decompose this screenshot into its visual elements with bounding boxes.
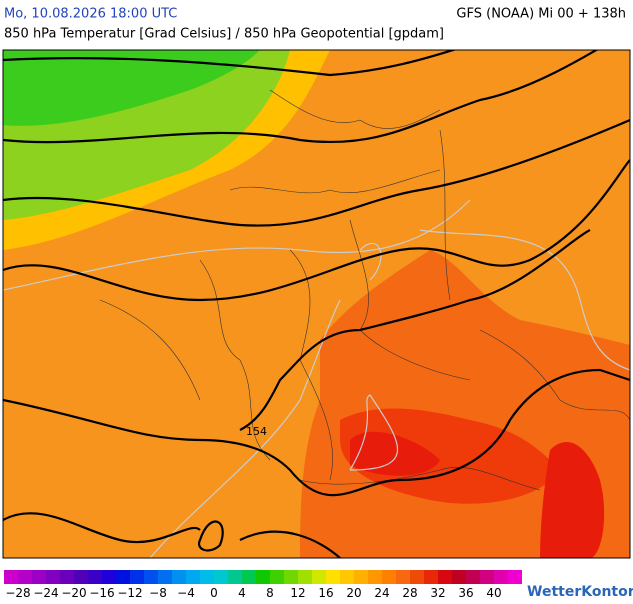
legend-tick-label: −12	[117, 586, 142, 600]
legend-tick-label: −4	[177, 586, 195, 600]
legend-swatch	[116, 570, 130, 584]
legend-swatch	[228, 570, 242, 584]
map: 154	[2, 49, 631, 559]
color-legend: −28 −24 −20 −16 −12 −8 −4 0 4 8 12 16 20 24 28 32 36 40	[4, 570, 522, 600]
legend-swatch	[18, 570, 32, 584]
legend-tick-label: 8	[266, 586, 274, 600]
legend-swatch	[508, 570, 522, 584]
legend-swatch	[340, 570, 354, 584]
legend-swatch	[368, 570, 382, 584]
legend-swatch	[256, 570, 270, 584]
legend-swatch	[494, 570, 508, 584]
legend-swatch	[298, 570, 312, 584]
legend-tick-label: 36	[458, 586, 473, 600]
map-subtitle: 850 hPa Temperatur [Grad Celsius] / 850 …	[4, 27, 444, 42]
legend-swatch	[438, 570, 452, 584]
legend-swatch	[312, 570, 326, 584]
legend-swatch	[32, 570, 46, 584]
legend-swatch	[186, 570, 200, 584]
legend-swatch	[214, 570, 228, 584]
brand-logo: WetterKontor	[527, 584, 633, 600]
legend-tick-label: −20	[61, 586, 86, 600]
valid-time: Mo, 10.08.2026 18:00 UTC	[4, 7, 177, 22]
legend-tick-label: 32	[430, 586, 445, 600]
legend-swatch	[466, 570, 480, 584]
legend-tick-label: 20	[346, 586, 361, 600]
legend-tick-label: 4	[238, 586, 246, 600]
contour-label: 154	[246, 425, 267, 438]
legend-swatch	[4, 570, 18, 584]
legend-swatch	[74, 570, 88, 584]
legend-tick-label: 0	[210, 586, 218, 600]
legend-tick-label: −24	[33, 586, 58, 600]
legend-tick-label: 12	[290, 586, 305, 600]
legend-swatch	[452, 570, 466, 584]
legend-swatch	[144, 570, 158, 584]
legend-tick-label: 28	[402, 586, 417, 600]
legend-swatch	[130, 570, 144, 584]
legend-tick-label: 24	[374, 586, 389, 600]
legend-swatch	[158, 570, 172, 584]
legend-swatch	[46, 570, 60, 584]
model-run: GFS (NOAA) Mi 00 + 138h	[456, 7, 626, 22]
legend-swatch	[60, 570, 74, 584]
legend-swatch	[326, 570, 340, 584]
legend-tick-label: −28	[5, 586, 30, 600]
legend-swatch	[102, 570, 116, 584]
legend-swatch	[354, 570, 368, 584]
legend-swatch	[270, 570, 284, 584]
legend-swatch	[88, 570, 102, 584]
legend-swatch	[242, 570, 256, 584]
legend-swatch	[382, 570, 396, 584]
legend-tick-label: 40	[486, 586, 501, 600]
legend-swatch	[396, 570, 410, 584]
legend-tick-label: −8	[149, 586, 167, 600]
legend-swatch	[410, 570, 424, 584]
legend-tick-label: −16	[89, 586, 114, 600]
legend-swatch	[200, 570, 214, 584]
legend-swatch	[480, 570, 494, 584]
legend-swatch	[284, 570, 298, 584]
legend-swatch	[424, 570, 438, 584]
legend-tick-label: 16	[318, 586, 333, 600]
legend-swatch	[172, 570, 186, 584]
